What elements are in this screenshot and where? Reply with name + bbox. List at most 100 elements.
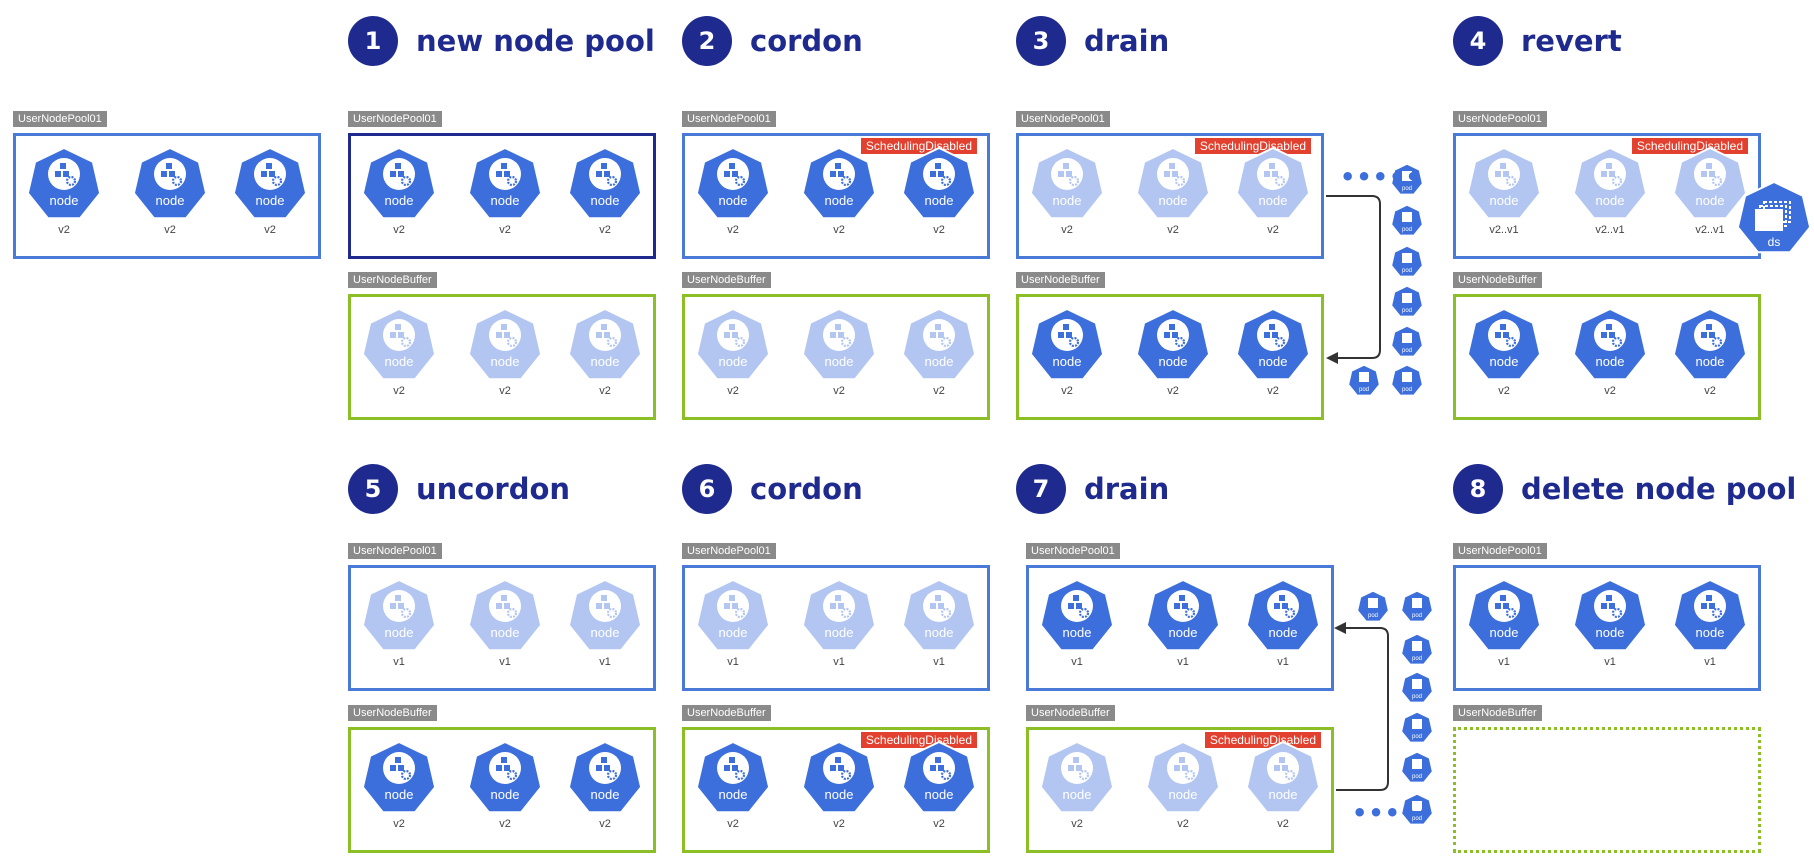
node-version: v1 [499, 656, 511, 668]
node-icon: node v2 [1572, 307, 1648, 403]
node-icon: node v2 [132, 146, 208, 242]
node-version: v2 [1167, 385, 1179, 397]
node-version: v2 [264, 224, 276, 236]
node-text: node [385, 787, 414, 802]
node-version: v2 [933, 224, 945, 236]
kubernetes-node-icon: node [1235, 307, 1311, 381]
kubernetes-node-icon: node [695, 578, 771, 652]
step-number: 2 [682, 16, 732, 66]
pool-label: UserNodeBuffer [682, 705, 771, 721]
svg-text:pod: pod [1412, 774, 1422, 780]
node-pool-box: SchedulingDisabled node v2 node v2 node v2 [682, 727, 990, 853]
node-pool-box: node v1 node v1 node v1 [682, 565, 990, 691]
node-icon: node v2 [467, 307, 543, 403]
svg-text:pod: pod [1412, 694, 1422, 700]
node-icon: node v2 [26, 146, 102, 242]
kubernetes-node-icon: node [695, 146, 771, 220]
kubernetes-node-icon: node [361, 740, 437, 814]
node-pool-box: node v2 node v2 node v2 [348, 133, 656, 259]
node-version: v2 [727, 385, 739, 397]
node-icon: node v2..v1 [1672, 146, 1748, 242]
node-text: node [491, 354, 520, 369]
step-header: 2 cordon [682, 16, 863, 66]
kubernetes-node-icon: node [361, 307, 437, 381]
node-icon: node v1 [901, 578, 977, 674]
node-icon: node v1 [1572, 578, 1648, 674]
svg-text:ds: ds [1768, 235, 1781, 249]
step-number: 5 [348, 464, 398, 514]
kubernetes-node-icon: node [695, 740, 771, 814]
node-version: v2 [1177, 818, 1189, 830]
kubernetes-node-icon: node [901, 578, 977, 652]
node-version: v1 [1498, 656, 1510, 668]
kubernetes-node-icon: node [1029, 146, 1105, 220]
node-version: v1 [727, 656, 739, 668]
pool-label: UserNodeBuffer [1453, 272, 1542, 288]
node-version: v1 [933, 656, 945, 668]
node-text: node [1696, 354, 1725, 369]
node-text: node [1259, 193, 1288, 208]
kubernetes-node-icon: node [361, 578, 437, 652]
node-text: node [1063, 787, 1092, 802]
node-icon: node v2 [1145, 740, 1221, 836]
node-version: v2 [499, 385, 511, 397]
svg-text:pod: pod [1412, 816, 1422, 822]
node-pool-box: node v2 node v2 node v2 [1016, 294, 1324, 420]
more-pods-dots: ••••• [1352, 799, 1434, 827]
pod-icon: pod [1390, 363, 1424, 401]
pod-icon: pod [1400, 589, 1434, 627]
step-title: cordon [750, 472, 863, 506]
node-text: node [491, 625, 520, 640]
node-icon: node v2 [901, 307, 977, 403]
kubernetes-node-icon: node [1039, 740, 1115, 814]
kubernetes-node-icon: node [1466, 578, 1542, 652]
node-icon: node v2 [695, 307, 771, 403]
node-text: node [719, 787, 748, 802]
kubernetes-node-icon: node [467, 307, 543, 381]
node-icon: node v2 [901, 740, 977, 836]
node-text: node [1053, 193, 1082, 208]
pool-label: UserNodePool01 [682, 543, 776, 559]
node-text: node [591, 787, 620, 802]
node-version: v2 [393, 818, 405, 830]
node-icon: node v1 [1145, 578, 1221, 674]
node-text: node [156, 193, 185, 208]
kubernetes-node-icon: node [1145, 740, 1221, 814]
step-title: new node pool [416, 24, 655, 58]
node-icon: node v2 [801, 146, 877, 242]
node-text: node [1269, 625, 1298, 640]
node-text: node [925, 193, 954, 208]
step-number: 4 [1453, 16, 1503, 66]
kubernetes-node-icon: node [695, 307, 771, 381]
kubernetes-node-icon: node [1572, 146, 1648, 220]
scheduling-disabled-badge: SchedulingDisabled [860, 138, 977, 154]
node-pool-box: node v2 node v2 node v2 [13, 133, 321, 259]
pod-icon: pod [1400, 670, 1434, 708]
node-version: v2 [1061, 224, 1073, 236]
node-text: node [1490, 354, 1519, 369]
node-icon: node v2 [801, 740, 877, 836]
scheduling-disabled-badge: SchedulingDisabled [1194, 138, 1311, 154]
kubernetes-node-icon: node [232, 146, 308, 220]
scheduling-disabled-badge: SchedulingDisabled [1204, 732, 1321, 748]
node-icon: node v1 [1466, 578, 1542, 674]
svg-text:pod: pod [1412, 613, 1422, 619]
step-number: 6 [682, 464, 732, 514]
node-version: v1 [1071, 656, 1083, 668]
node-icon: node v2 [695, 146, 771, 242]
node-pool-box: node v1 node v1 node v1 [1026, 565, 1334, 691]
node-text: node [1269, 787, 1298, 802]
node-icon: node v1 [567, 578, 643, 674]
node-version: v2 [599, 224, 611, 236]
node-text: node [50, 193, 79, 208]
svg-text:pod: pod [1412, 734, 1422, 740]
step-title: uncordon [416, 472, 571, 506]
node-icon: node v1 [1039, 578, 1115, 674]
svg-text:pod: pod [1402, 227, 1412, 233]
node-version: v2 [393, 385, 405, 397]
node-text: node [1696, 625, 1725, 640]
node-version: v2 [499, 818, 511, 830]
node-pool-box: node v2 node v2 node v2 [1453, 294, 1761, 420]
node-version: v2 [58, 224, 70, 236]
node-icon: node v1 [695, 578, 771, 674]
